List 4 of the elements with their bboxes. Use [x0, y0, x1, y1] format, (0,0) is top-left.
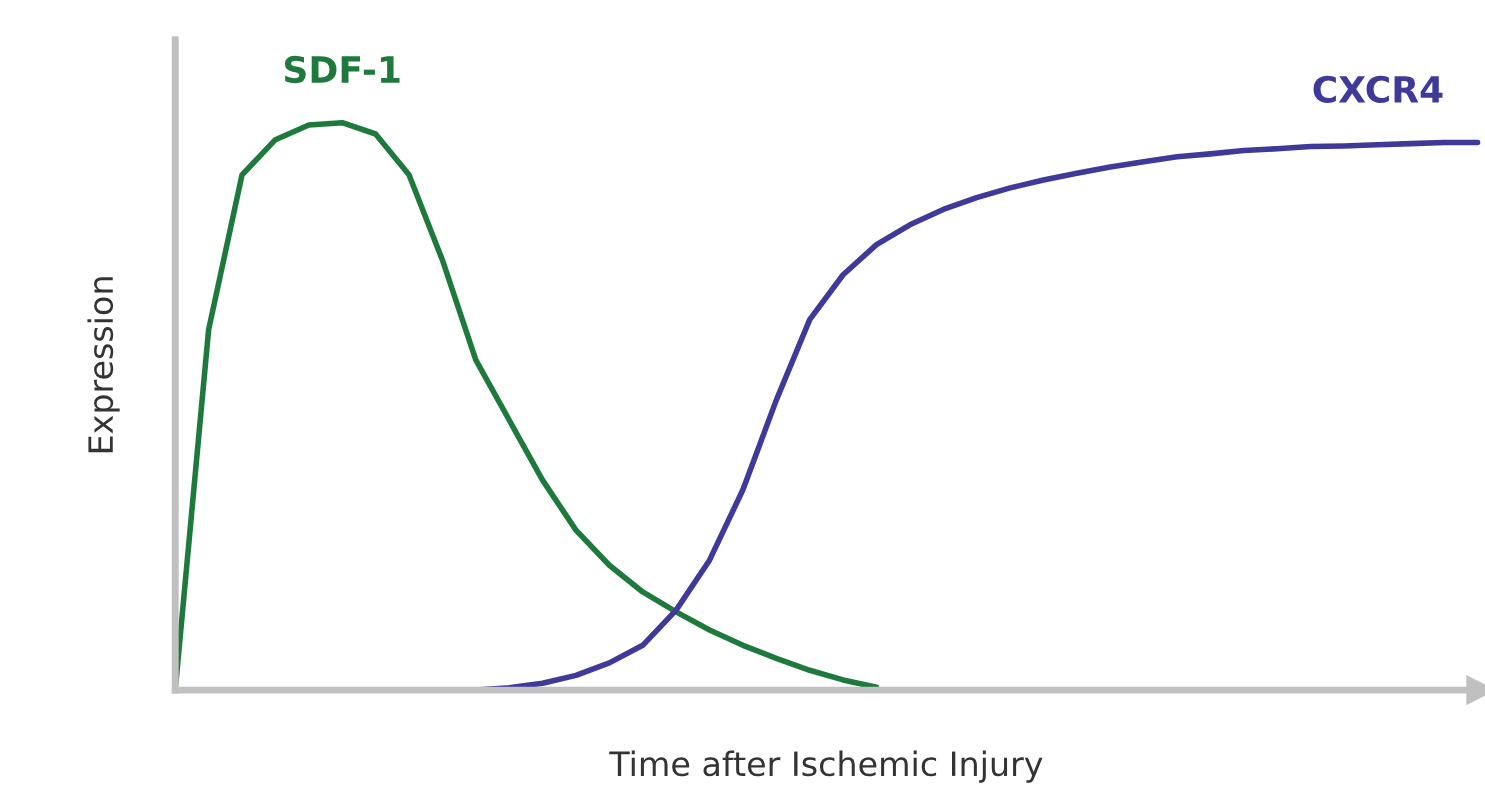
series-label: CXCR4 — [1313, 75, 1443, 103]
y-axis-title: Expression — [87, 277, 120, 453]
series-label: SDF-1 — [284, 55, 400, 84]
x-axis-title: Time after Ischemic Injury — [609, 750, 1043, 783]
